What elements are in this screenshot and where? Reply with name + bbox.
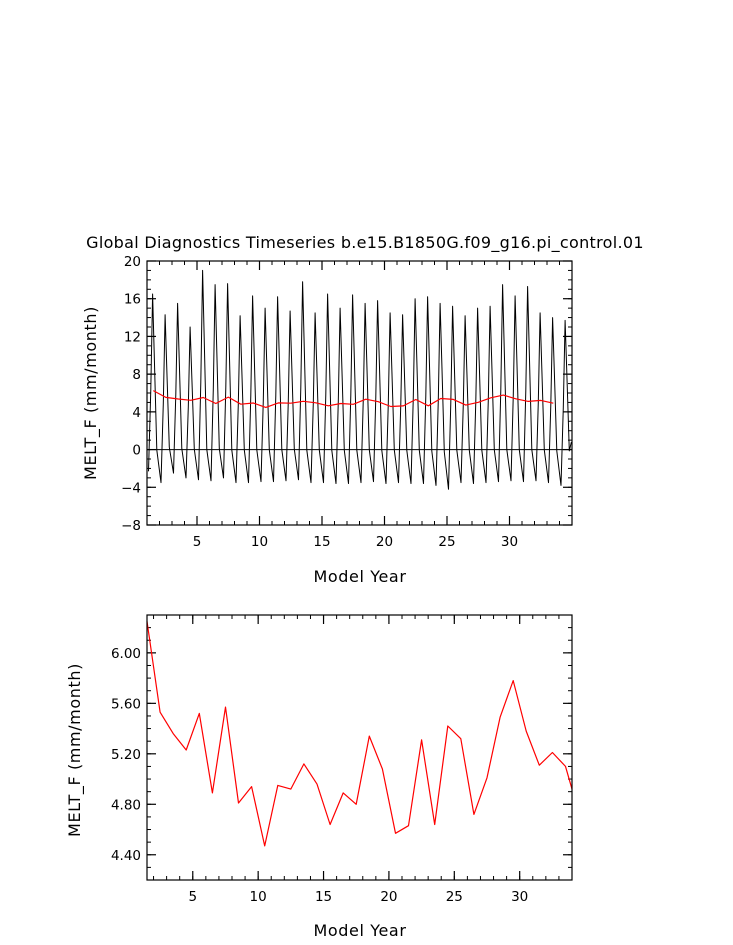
x-tick-label: 25 (438, 534, 455, 550)
monthly-series-line (148, 269, 572, 490)
y-tick-label: 6.00 (111, 646, 141, 662)
top-y-axis-label: MELT_F (mm/month) (81, 306, 101, 480)
x-tick-label: 15 (315, 889, 332, 905)
x-tick-label: 10 (250, 889, 267, 905)
y-tick-label: −8 (121, 518, 141, 534)
y-tick-label: 12 (124, 329, 141, 345)
x-tick-label: 10 (251, 534, 268, 550)
y-tick-label: 0 (132, 443, 141, 459)
x-tick-label: 5 (188, 889, 197, 905)
x-tick-label: 25 (446, 889, 463, 905)
y-tick-label: 8 (132, 367, 141, 383)
x-tick-label: 30 (501, 534, 518, 550)
y-tick-label: −4 (121, 480, 141, 496)
chart-title: Global Diagnostics Timeseries b.e15.B185… (86, 233, 644, 253)
y-tick-label: 4.40 (111, 848, 141, 864)
top-x-axis-label: Model Year (314, 567, 407, 586)
x-tick-label: 5 (193, 534, 202, 550)
y-tick-label: 20 (124, 254, 141, 270)
annual-mean-series-line (146, 621, 573, 847)
bottom-y-axis-label: MELT_F (mm/month) (65, 663, 85, 837)
x-tick-label: 20 (380, 889, 397, 905)
y-tick-label: 4 (132, 405, 141, 421)
x-tick-label: 30 (511, 889, 528, 905)
bottom-x-axis-label: Model Year (314, 921, 407, 940)
y-tick-label: 5.60 (111, 696, 141, 712)
annual-mean-series-line (153, 390, 554, 408)
y-tick-label: 16 (124, 292, 141, 308)
x-tick-label: 20 (376, 534, 393, 550)
top-panel: Model Year MELT_F (mm/month) 5 10 15 20 25 30… (81, 254, 573, 586)
y-tick-label: 4.80 (111, 797, 141, 813)
x-tick-label: 15 (313, 534, 330, 550)
bottom-panel: Model Year MELT_F (mm/month) 5 10 15 20 25 30… (65, 614, 573, 940)
y-tick-label: 5.20 (111, 747, 141, 763)
plot-frame (146, 260, 573, 526)
plot-frame (146, 614, 573, 881)
